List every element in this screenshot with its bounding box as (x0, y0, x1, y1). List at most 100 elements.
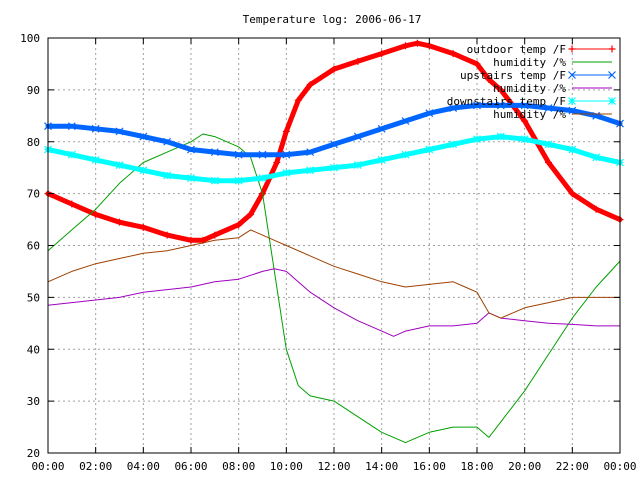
data-point (402, 42, 409, 50)
tick-layer: 00:00 02:00 04:00 06:00 08:00 10:00 12:00 14:00… (20, 32, 636, 473)
data-point (116, 218, 123, 226)
legend-label: upstairs temp /F (460, 69, 566, 82)
data-point (163, 171, 172, 180)
x-tick-label: 12:00 (317, 460, 350, 473)
y-tick-label: 40 (27, 343, 40, 356)
x-tick-label: 18:00 (460, 460, 493, 473)
data-point (544, 104, 553, 112)
data-point (282, 127, 290, 135)
x-tick-label: 00:00 (603, 460, 636, 473)
data-point (449, 50, 457, 58)
data-point (473, 60, 481, 68)
data-point (247, 210, 255, 218)
data-point (139, 132, 148, 141)
data-point (413, 39, 421, 47)
x-tick-label: 04:00 (127, 460, 160, 473)
data-point (377, 155, 386, 164)
y-tick-label: 70 (27, 188, 40, 201)
x-tick-label: 14:00 (365, 460, 398, 473)
data-point (115, 161, 124, 170)
y-tick-label: 30 (27, 395, 40, 408)
series-line (45, 40, 623, 243)
data-point (449, 140, 458, 149)
series-1-humidity (47, 133, 621, 444)
y-tick-label: 90 (27, 84, 40, 97)
legend-marker (568, 71, 576, 79)
legend-marker (568, 97, 576, 105)
data-point (377, 124, 386, 133)
legend-item: humidity /% (493, 108, 612, 121)
legend-label: downstairs temp /F (447, 95, 566, 108)
legend-item: humidity /% (493, 56, 612, 69)
legend-label: humidity /% (493, 82, 566, 95)
legend-label: humidity /% (493, 108, 566, 121)
data-point (187, 174, 195, 182)
legend-item: humidity /% (493, 82, 612, 95)
data-point (187, 236, 195, 244)
x-tick-label: 20:00 (508, 460, 541, 473)
data-point (330, 65, 338, 73)
y-tick-label: 60 (27, 240, 40, 253)
data-point (353, 161, 362, 170)
series-3-humidity (47, 268, 621, 337)
chart-title: Temperature log: 2006-06-17 (243, 13, 422, 26)
data-point (496, 132, 505, 141)
data-point (234, 176, 243, 185)
legend-item: outdoor temp /F (467, 43, 616, 56)
data-point (67, 122, 76, 131)
data-point (401, 150, 410, 159)
x-tick-label: 10:00 (270, 460, 303, 473)
data-point (163, 231, 171, 239)
data-point (139, 223, 147, 231)
series-4-downstairs-temp-f (44, 132, 624, 185)
x-tick-label: 22:00 (556, 460, 589, 473)
data-point (115, 127, 124, 136)
data-point (92, 210, 100, 218)
data-point (294, 96, 302, 104)
data-point (273, 159, 281, 166)
x-tick-label: 16:00 (413, 460, 446, 473)
data-point (258, 150, 267, 159)
data-point (306, 81, 314, 89)
data-point (306, 166, 315, 175)
data-point (210, 148, 219, 157)
data-point (425, 145, 434, 154)
series-5-humidity (47, 229, 621, 319)
series-2-upstairs-temp-f (44, 101, 624, 159)
data-point (592, 153, 601, 162)
y-tick-label: 20 (27, 447, 40, 460)
y-tick-label: 50 (27, 291, 40, 304)
data-point (330, 163, 338, 172)
series-layer (44, 39, 624, 444)
data-point (568, 190, 576, 198)
legend-marker (608, 71, 616, 79)
data-point (520, 101, 529, 110)
data-point (401, 117, 410, 125)
data-point (91, 155, 100, 164)
legend-marker (568, 45, 576, 53)
data-point (425, 109, 434, 118)
data-point (496, 101, 505, 110)
data-point (568, 145, 577, 154)
x-tick-label: 00:00 (31, 460, 64, 473)
x-tick-label: 06:00 (174, 460, 207, 473)
data-point (485, 76, 493, 83)
data-point (473, 135, 481, 144)
data-point (592, 205, 600, 213)
data-point (520, 135, 529, 144)
data-point (211, 231, 219, 239)
data-point (91, 124, 100, 133)
data-point (139, 166, 148, 175)
data-point (67, 150, 76, 159)
data-point (568, 106, 577, 115)
legend-marker (608, 97, 616, 105)
data-point (306, 148, 315, 157)
legend-item: upstairs temp /F (460, 69, 616, 82)
data-point (592, 111, 601, 120)
data-point (187, 145, 195, 154)
legend-item: downstairs temp /F (447, 95, 616, 108)
y-tick-label: 80 (27, 136, 40, 149)
data-point (163, 137, 172, 146)
x-tick-label: 02:00 (79, 460, 112, 473)
